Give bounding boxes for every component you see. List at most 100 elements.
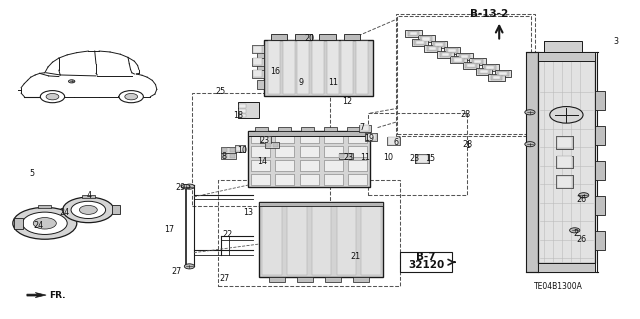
- Bar: [459, 54, 470, 59]
- Bar: [266, 143, 271, 147]
- Bar: [253, 58, 262, 65]
- Text: 11: 11: [328, 78, 338, 87]
- Bar: [415, 154, 429, 163]
- Bar: [248, 131, 370, 136]
- Bar: [273, 143, 278, 147]
- Text: B-13-2: B-13-2: [470, 9, 509, 19]
- Bar: [429, 47, 436, 50]
- Bar: [469, 58, 486, 65]
- Circle shape: [525, 142, 535, 147]
- Bar: [326, 41, 339, 94]
- Text: 26: 26: [576, 235, 586, 244]
- Bar: [287, 204, 307, 275]
- Bar: [297, 277, 313, 282]
- Bar: [324, 174, 343, 185]
- Bar: [271, 34, 287, 40]
- Bar: [251, 160, 270, 171]
- Bar: [482, 64, 499, 71]
- Circle shape: [579, 193, 589, 198]
- Bar: [324, 127, 337, 131]
- Bar: [424, 45, 441, 52]
- Bar: [82, 195, 95, 198]
- Bar: [388, 137, 399, 145]
- Bar: [235, 145, 245, 152]
- Bar: [252, 45, 264, 54]
- Text: 27: 27: [219, 274, 229, 283]
- Bar: [324, 160, 343, 171]
- Circle shape: [13, 207, 77, 239]
- Text: TE04B1300A: TE04B1300A: [534, 282, 582, 291]
- Bar: [474, 60, 481, 63]
- Bar: [312, 204, 332, 275]
- Bar: [397, 16, 531, 134]
- Text: 21: 21: [350, 252, 360, 261]
- Bar: [367, 134, 376, 140]
- Bar: [557, 137, 572, 148]
- Text: 12: 12: [342, 97, 352, 106]
- Text: 22: 22: [222, 230, 232, 239]
- Bar: [312, 41, 324, 94]
- Bar: [442, 53, 449, 56]
- Bar: [300, 160, 319, 171]
- Bar: [556, 156, 573, 168]
- Bar: [456, 53, 473, 60]
- Bar: [454, 58, 462, 62]
- Bar: [414, 40, 426, 45]
- Circle shape: [63, 197, 114, 223]
- Bar: [595, 161, 605, 180]
- Text: 20: 20: [304, 34, 314, 43]
- Text: 26: 26: [576, 195, 586, 204]
- Bar: [353, 277, 369, 282]
- Bar: [275, 132, 294, 144]
- Bar: [526, 52, 539, 272]
- Text: 1: 1: [465, 141, 470, 150]
- Bar: [236, 146, 244, 151]
- Circle shape: [22, 212, 67, 234]
- Text: FR.: FR.: [49, 291, 66, 300]
- Text: 25: 25: [216, 87, 226, 96]
- Bar: [325, 277, 341, 282]
- Text: 10: 10: [237, 146, 247, 155]
- Bar: [472, 59, 483, 64]
- Bar: [239, 104, 246, 108]
- Bar: [262, 204, 282, 275]
- Bar: [416, 41, 424, 44]
- Bar: [356, 41, 368, 94]
- Text: 23: 23: [410, 154, 420, 163]
- Bar: [239, 114, 246, 117]
- Bar: [218, 180, 400, 286]
- Bar: [251, 174, 270, 185]
- Bar: [493, 76, 500, 79]
- Bar: [452, 57, 464, 63]
- Bar: [348, 174, 367, 185]
- Text: 18: 18: [233, 111, 243, 120]
- Bar: [410, 32, 417, 35]
- Bar: [465, 63, 477, 68]
- Text: 8: 8: [221, 152, 227, 161]
- Bar: [248, 131, 370, 187]
- Bar: [253, 46, 262, 53]
- Bar: [347, 154, 352, 158]
- Bar: [495, 70, 511, 77]
- Bar: [417, 155, 428, 163]
- Bar: [420, 36, 432, 41]
- Bar: [319, 34, 336, 40]
- Bar: [368, 113, 467, 195]
- Circle shape: [40, 91, 65, 103]
- Bar: [283, 41, 295, 94]
- Bar: [476, 68, 492, 75]
- Bar: [257, 49, 264, 59]
- Text: 14: 14: [257, 157, 268, 166]
- Bar: [408, 31, 419, 36]
- Bar: [38, 205, 51, 208]
- Bar: [253, 70, 262, 77]
- Bar: [222, 148, 227, 152]
- Circle shape: [525, 110, 535, 115]
- Bar: [435, 43, 443, 46]
- Text: 24: 24: [33, 221, 44, 230]
- Bar: [255, 127, 268, 131]
- Circle shape: [184, 184, 195, 189]
- Text: 24: 24: [59, 208, 69, 217]
- Circle shape: [71, 201, 106, 219]
- Circle shape: [46, 93, 59, 100]
